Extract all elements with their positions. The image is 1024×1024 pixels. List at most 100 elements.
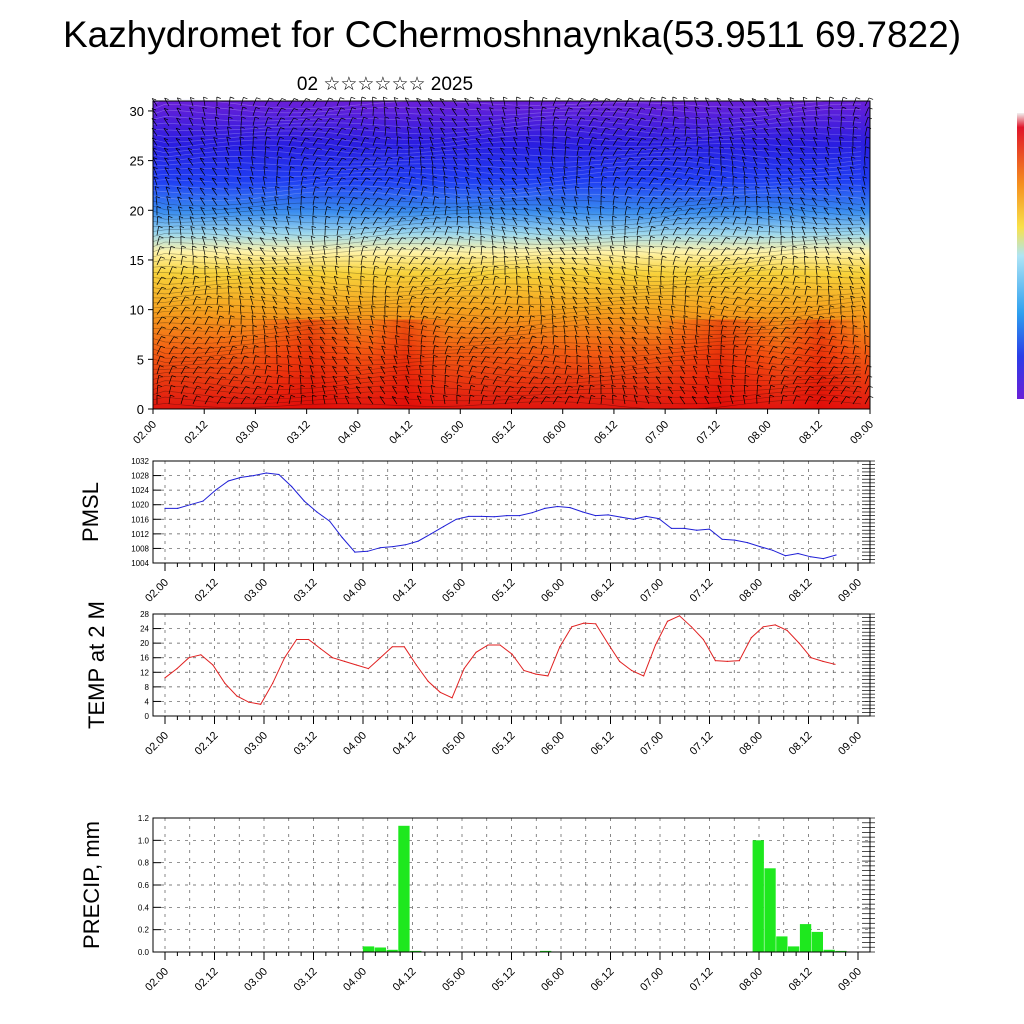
data-point bbox=[272, 682, 274, 684]
xtick-label: 04.00 bbox=[341, 966, 369, 994]
data-point bbox=[493, 516, 495, 518]
heatmap-ytick-label: 30 bbox=[130, 104, 144, 119]
ytick-label: 1012 bbox=[131, 530, 149, 539]
data-point bbox=[463, 668, 465, 670]
data-point bbox=[439, 691, 441, 693]
data-point bbox=[227, 480, 229, 482]
data-point bbox=[442, 526, 445, 528]
temp-series-line bbox=[164, 615, 836, 705]
data-point bbox=[786, 629, 788, 632]
xtick-label: 07.00 bbox=[638, 966, 666, 994]
heatmap-ytick-label: 5 bbox=[137, 352, 144, 367]
heatmap-xtick-label: 05.00 bbox=[438, 419, 466, 447]
data-point bbox=[451, 697, 453, 699]
xtick-label: 08.12 bbox=[787, 730, 815, 758]
xtick-label: 04.12 bbox=[391, 730, 419, 758]
xtick-label: 02.00 bbox=[143, 966, 171, 994]
ytick-label: 1024 bbox=[131, 486, 149, 495]
data-point bbox=[265, 472, 267, 474]
ytick-label: 1028 bbox=[131, 472, 149, 481]
heatmap-ytick-label: 15 bbox=[130, 253, 144, 268]
data-point bbox=[583, 622, 585, 624]
xtick-label: 08.00 bbox=[737, 577, 765, 605]
data-point bbox=[188, 657, 190, 659]
data-point bbox=[678, 615, 681, 617]
data-point bbox=[696, 529, 698, 531]
heatmap-warm-band bbox=[660, 319, 780, 409]
heatmap-xtick-label: 08.12 bbox=[797, 419, 825, 447]
xtick-label: 06.12 bbox=[589, 577, 617, 605]
data-point bbox=[535, 673, 537, 675]
data-point bbox=[683, 527, 685, 530]
data-point bbox=[559, 646, 561, 648]
heatmap-xtick-label: 07.00 bbox=[643, 419, 671, 447]
data-point bbox=[822, 558, 824, 560]
xtick-label: 08.12 bbox=[787, 966, 815, 994]
data-point bbox=[810, 556, 812, 558]
xtick-label: 09.00 bbox=[836, 966, 864, 994]
xtick-label: 05.12 bbox=[490, 577, 518, 605]
precip-bar bbox=[835, 950, 847, 952]
heatmap-xtick-label: 06.12 bbox=[592, 419, 620, 447]
xtick-label: 06.00 bbox=[539, 730, 567, 758]
data-point bbox=[607, 642, 609, 644]
ytick-label: 0.4 bbox=[138, 903, 150, 912]
xtick-label: 05.12 bbox=[490, 730, 518, 758]
data-point bbox=[379, 547, 381, 549]
data-point bbox=[547, 675, 549, 677]
xtick-label: 03.12 bbox=[292, 966, 320, 994]
data-point bbox=[200, 654, 202, 656]
data-point bbox=[784, 555, 787, 557]
ytick-label: 1.2 bbox=[138, 814, 150, 823]
xtick-label: 03.00 bbox=[242, 730, 270, 758]
data-point bbox=[746, 542, 749, 544]
xtick-label: 06.00 bbox=[539, 577, 567, 605]
data-point bbox=[403, 646, 405, 648]
data-point bbox=[291, 485, 293, 488]
ytick-label: 4 bbox=[145, 697, 150, 706]
data-point bbox=[620, 516, 622, 518]
data-point bbox=[556, 505, 559, 508]
temp-panel: 0 4 8 12 16 20 24 28 02.00 02.12 03.00 03.12 04.00 04… bbox=[84, 601, 875, 758]
heatmap-xtick-label: 03.12 bbox=[285, 419, 313, 447]
xtick-label: 04.00 bbox=[341, 730, 369, 758]
data-point bbox=[531, 512, 533, 514]
data-point bbox=[569, 507, 571, 509]
data-point bbox=[215, 489, 217, 491]
ytick-label: 12 bbox=[140, 668, 149, 677]
xtick-label: 08.00 bbox=[737, 966, 765, 994]
data-point bbox=[762, 626, 764, 628]
ytick-label: 0 bbox=[145, 712, 150, 721]
data-point bbox=[404, 544, 407, 546]
heatmap-xtick-label: 09.00 bbox=[848, 419, 876, 447]
data-point bbox=[189, 504, 191, 506]
data-point bbox=[798, 642, 800, 644]
heatmap-xtick-label: 04.00 bbox=[336, 419, 364, 447]
data-point bbox=[468, 515, 470, 518]
data-point bbox=[176, 668, 178, 670]
data-point bbox=[329, 520, 331, 522]
heatmap-ytick-label: 10 bbox=[130, 303, 144, 318]
ytick-label: 1.0 bbox=[138, 836, 150, 845]
xtick-label: 06.12 bbox=[589, 730, 617, 758]
xtick-label: 07.12 bbox=[688, 577, 716, 605]
data-point bbox=[643, 675, 645, 677]
xtick-label: 07.12 bbox=[688, 966, 716, 994]
data-point bbox=[595, 623, 597, 625]
xtick-label: 09.00 bbox=[836, 577, 864, 605]
data-point bbox=[417, 540, 419, 542]
data-point bbox=[658, 518, 660, 520]
data-point bbox=[367, 550, 369, 552]
data-point bbox=[164, 507, 166, 509]
precip-axis-label: PRECIP, mm bbox=[79, 821, 104, 949]
data-point bbox=[772, 549, 774, 551]
pmsl-series-line bbox=[165, 472, 837, 560]
heatmap-ytick-label: 0 bbox=[137, 402, 144, 417]
heatmap-xtick-label: 04.12 bbox=[387, 419, 415, 447]
data-point bbox=[331, 657, 334, 659]
chart-subtitle: 02 ☆☆☆☆☆☆ 2025 bbox=[296, 74, 474, 95]
precip-bar bbox=[398, 825, 410, 952]
ytick-label: 0.8 bbox=[138, 859, 150, 868]
heatmap-ytick-label: 25 bbox=[130, 154, 144, 169]
